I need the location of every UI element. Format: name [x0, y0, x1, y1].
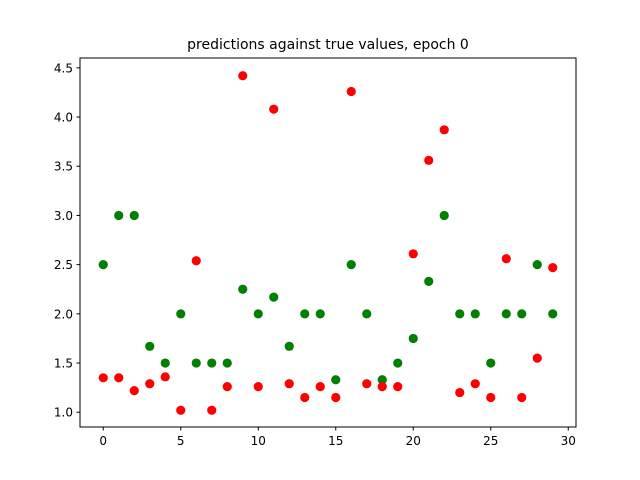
true-value-point	[160, 358, 170, 368]
x-axis: 0 5 10 15 20 25 30	[99, 427, 576, 448]
x-tick-label: 0	[99, 434, 107, 448]
true-value-point	[98, 260, 108, 270]
true-value-point	[207, 358, 217, 368]
true-value-point	[331, 375, 341, 385]
true-value-point	[114, 210, 124, 221]
prediction-point	[517, 392, 527, 403]
true-value-point	[145, 341, 155, 351]
true-value-point	[377, 375, 387, 385]
prediction-point	[114, 373, 124, 383]
true-value-point	[300, 309, 310, 319]
true-value-point	[284, 341, 294, 351]
prediction-point	[501, 254, 511, 264]
y-tick-label: 2.5	[54, 258, 73, 272]
x-tick-label: 20	[406, 434, 421, 448]
prediction-point	[98, 373, 108, 383]
y-tick-label: 3.5	[54, 160, 73, 174]
chart-title: predictions against true values, epoch 0	[187, 37, 469, 53]
true-value-point	[222, 358, 232, 368]
true-value-point	[269, 292, 279, 302]
x-tick-label: 15	[328, 434, 343, 448]
prediction-point	[470, 379, 480, 389]
true-value-point	[191, 358, 201, 368]
true-value-point	[455, 309, 465, 319]
prediction-point	[238, 71, 248, 81]
true-value-point	[393, 358, 403, 368]
prediction-point	[532, 353, 542, 363]
prediction-point	[284, 379, 294, 389]
prediction-point	[331, 392, 341, 403]
true-value-point	[238, 284, 248, 294]
prediction-point	[191, 256, 201, 266]
prediction-point	[548, 262, 558, 273]
true-value-point	[129, 210, 139, 221]
prediction-point	[439, 125, 449, 135]
prediction-point	[145, 379, 155, 389]
y-tick-label: 2.0	[54, 307, 73, 321]
y-tick-label: 1.5	[54, 357, 73, 371]
true-value-point	[486, 358, 496, 368]
prediction-point	[455, 387, 465, 398]
prediction-point	[377, 382, 387, 392]
y-tick-label: 4.0	[54, 111, 73, 125]
prediction-point	[129, 385, 139, 396]
axes-frame	[79, 57, 577, 428]
prediction-point	[408, 249, 418, 259]
true-value-point	[517, 309, 527, 319]
true-value-point	[408, 333, 418, 344]
x-tick-label: 25	[483, 434, 498, 448]
true-value-point	[439, 210, 449, 221]
x-tick-label: 10	[251, 434, 266, 448]
true-value-point	[501, 309, 511, 319]
prediction-point	[269, 104, 279, 114]
x-tick-label: 5	[177, 434, 185, 448]
true-value-point	[548, 309, 558, 319]
true-value-point	[470, 309, 480, 319]
prediction-point	[222, 382, 232, 392]
prediction-point	[362, 379, 372, 389]
y-axis: 1.0 1.5 2.0 2.5 3.0 3.5 4.0 4.5	[54, 61, 80, 420]
true-value-point	[424, 276, 434, 286]
true-value-point	[532, 260, 542, 270]
prediction-point	[300, 392, 310, 403]
prediction-point	[393, 382, 403, 392]
prediction-point	[160, 372, 170, 382]
prediction-point	[253, 382, 263, 392]
x-tick-label: 30	[561, 434, 576, 448]
prediction-point	[486, 392, 496, 403]
true-value-point	[315, 309, 325, 319]
y-tick-label: 3.0	[54, 209, 73, 223]
prediction-point	[176, 405, 186, 415]
y-tick-label: 1.0	[54, 406, 73, 420]
prediction-point	[424, 155, 434, 165]
true-value-point	[176, 309, 186, 319]
true-value-point	[253, 309, 263, 319]
true-value-point	[362, 309, 372, 319]
prediction-point	[207, 405, 217, 415]
prediction-point	[315, 382, 325, 392]
true-value-point	[346, 260, 356, 270]
y-tick-label: 4.5	[54, 61, 73, 75]
data-points	[98, 71, 558, 415]
prediction-point	[346, 86, 356, 97]
